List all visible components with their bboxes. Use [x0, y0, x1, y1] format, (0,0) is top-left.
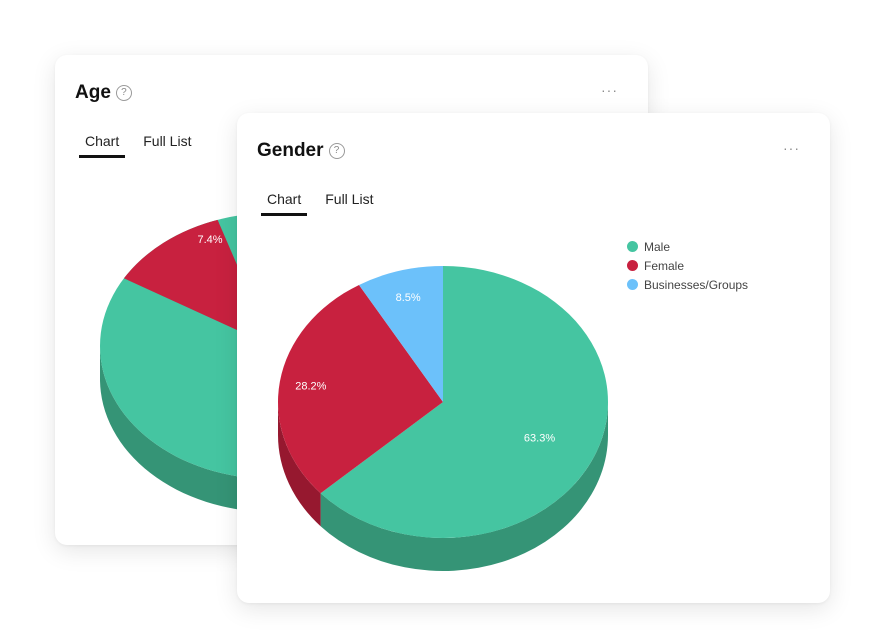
- help-icon[interactable]: ?: [115, 85, 132, 101]
- pie-slice-male[interactable]: [320, 266, 608, 538]
- legend-swatch: [627, 241, 638, 252]
- data-label: 8.5%: [396, 292, 421, 304]
- gender-pie-chart: 63.3% 28.2% 8.5%: [278, 266, 608, 571]
- help-icon[interactable]: ?: [328, 143, 345, 159]
- legend-swatch: [627, 279, 638, 290]
- legend-label: Male: [644, 239, 671, 254]
- tab-chart[interactable]: Chart: [261, 189, 308, 216]
- tab-full-list[interactable]: Full List: [143, 133, 192, 149]
- tab-chart[interactable]: Chart: [79, 131, 126, 158]
- gender-legend: Male Female Businesses/Groups: [627, 237, 748, 294]
- data-label: 7.4%: [197, 234, 222, 246]
- gender-title-text: Gender: [257, 140, 324, 161]
- gender-tabs: Chart Full List: [261, 189, 391, 216]
- pie-slice-female[interactable]: [278, 284, 443, 494]
- pie-slice-side: [320, 402, 608, 571]
- legend-item-female[interactable]: Female: [627, 256, 748, 275]
- pie-slice-businesses-groups[interactable]: [359, 266, 443, 402]
- legend-item-businesses-groups[interactable]: Businesses/Groups: [627, 275, 748, 294]
- tab-full-list[interactable]: Full List: [325, 191, 374, 207]
- legend-swatch: [627, 260, 638, 271]
- gender-card: Gender ? ··· Chart Full List 63.3% 28.2% 8…: [237, 113, 830, 603]
- legend-label: Businesses/Groups: [644, 277, 749, 292]
- age-tabs: Chart Full List: [79, 131, 209, 158]
- data-label: 28.2%: [295, 380, 326, 392]
- legend-label: Female: [644, 258, 685, 273]
- data-label: 63.3%: [524, 432, 555, 444]
- gender-card-title: Gender ?: [257, 140, 345, 162]
- legend-item-male[interactable]: Male: [627, 237, 748, 256]
- more-options-icon[interactable]: ···: [783, 140, 800, 156]
- more-options-icon[interactable]: ···: [601, 82, 618, 98]
- pie-slice-side: [278, 402, 321, 527]
- age-card-title: Age ?: [75, 82, 132, 104]
- pie-slice-7-4[interactable]: [123, 219, 273, 346]
- age-title-text: Age: [75, 82, 111, 103]
